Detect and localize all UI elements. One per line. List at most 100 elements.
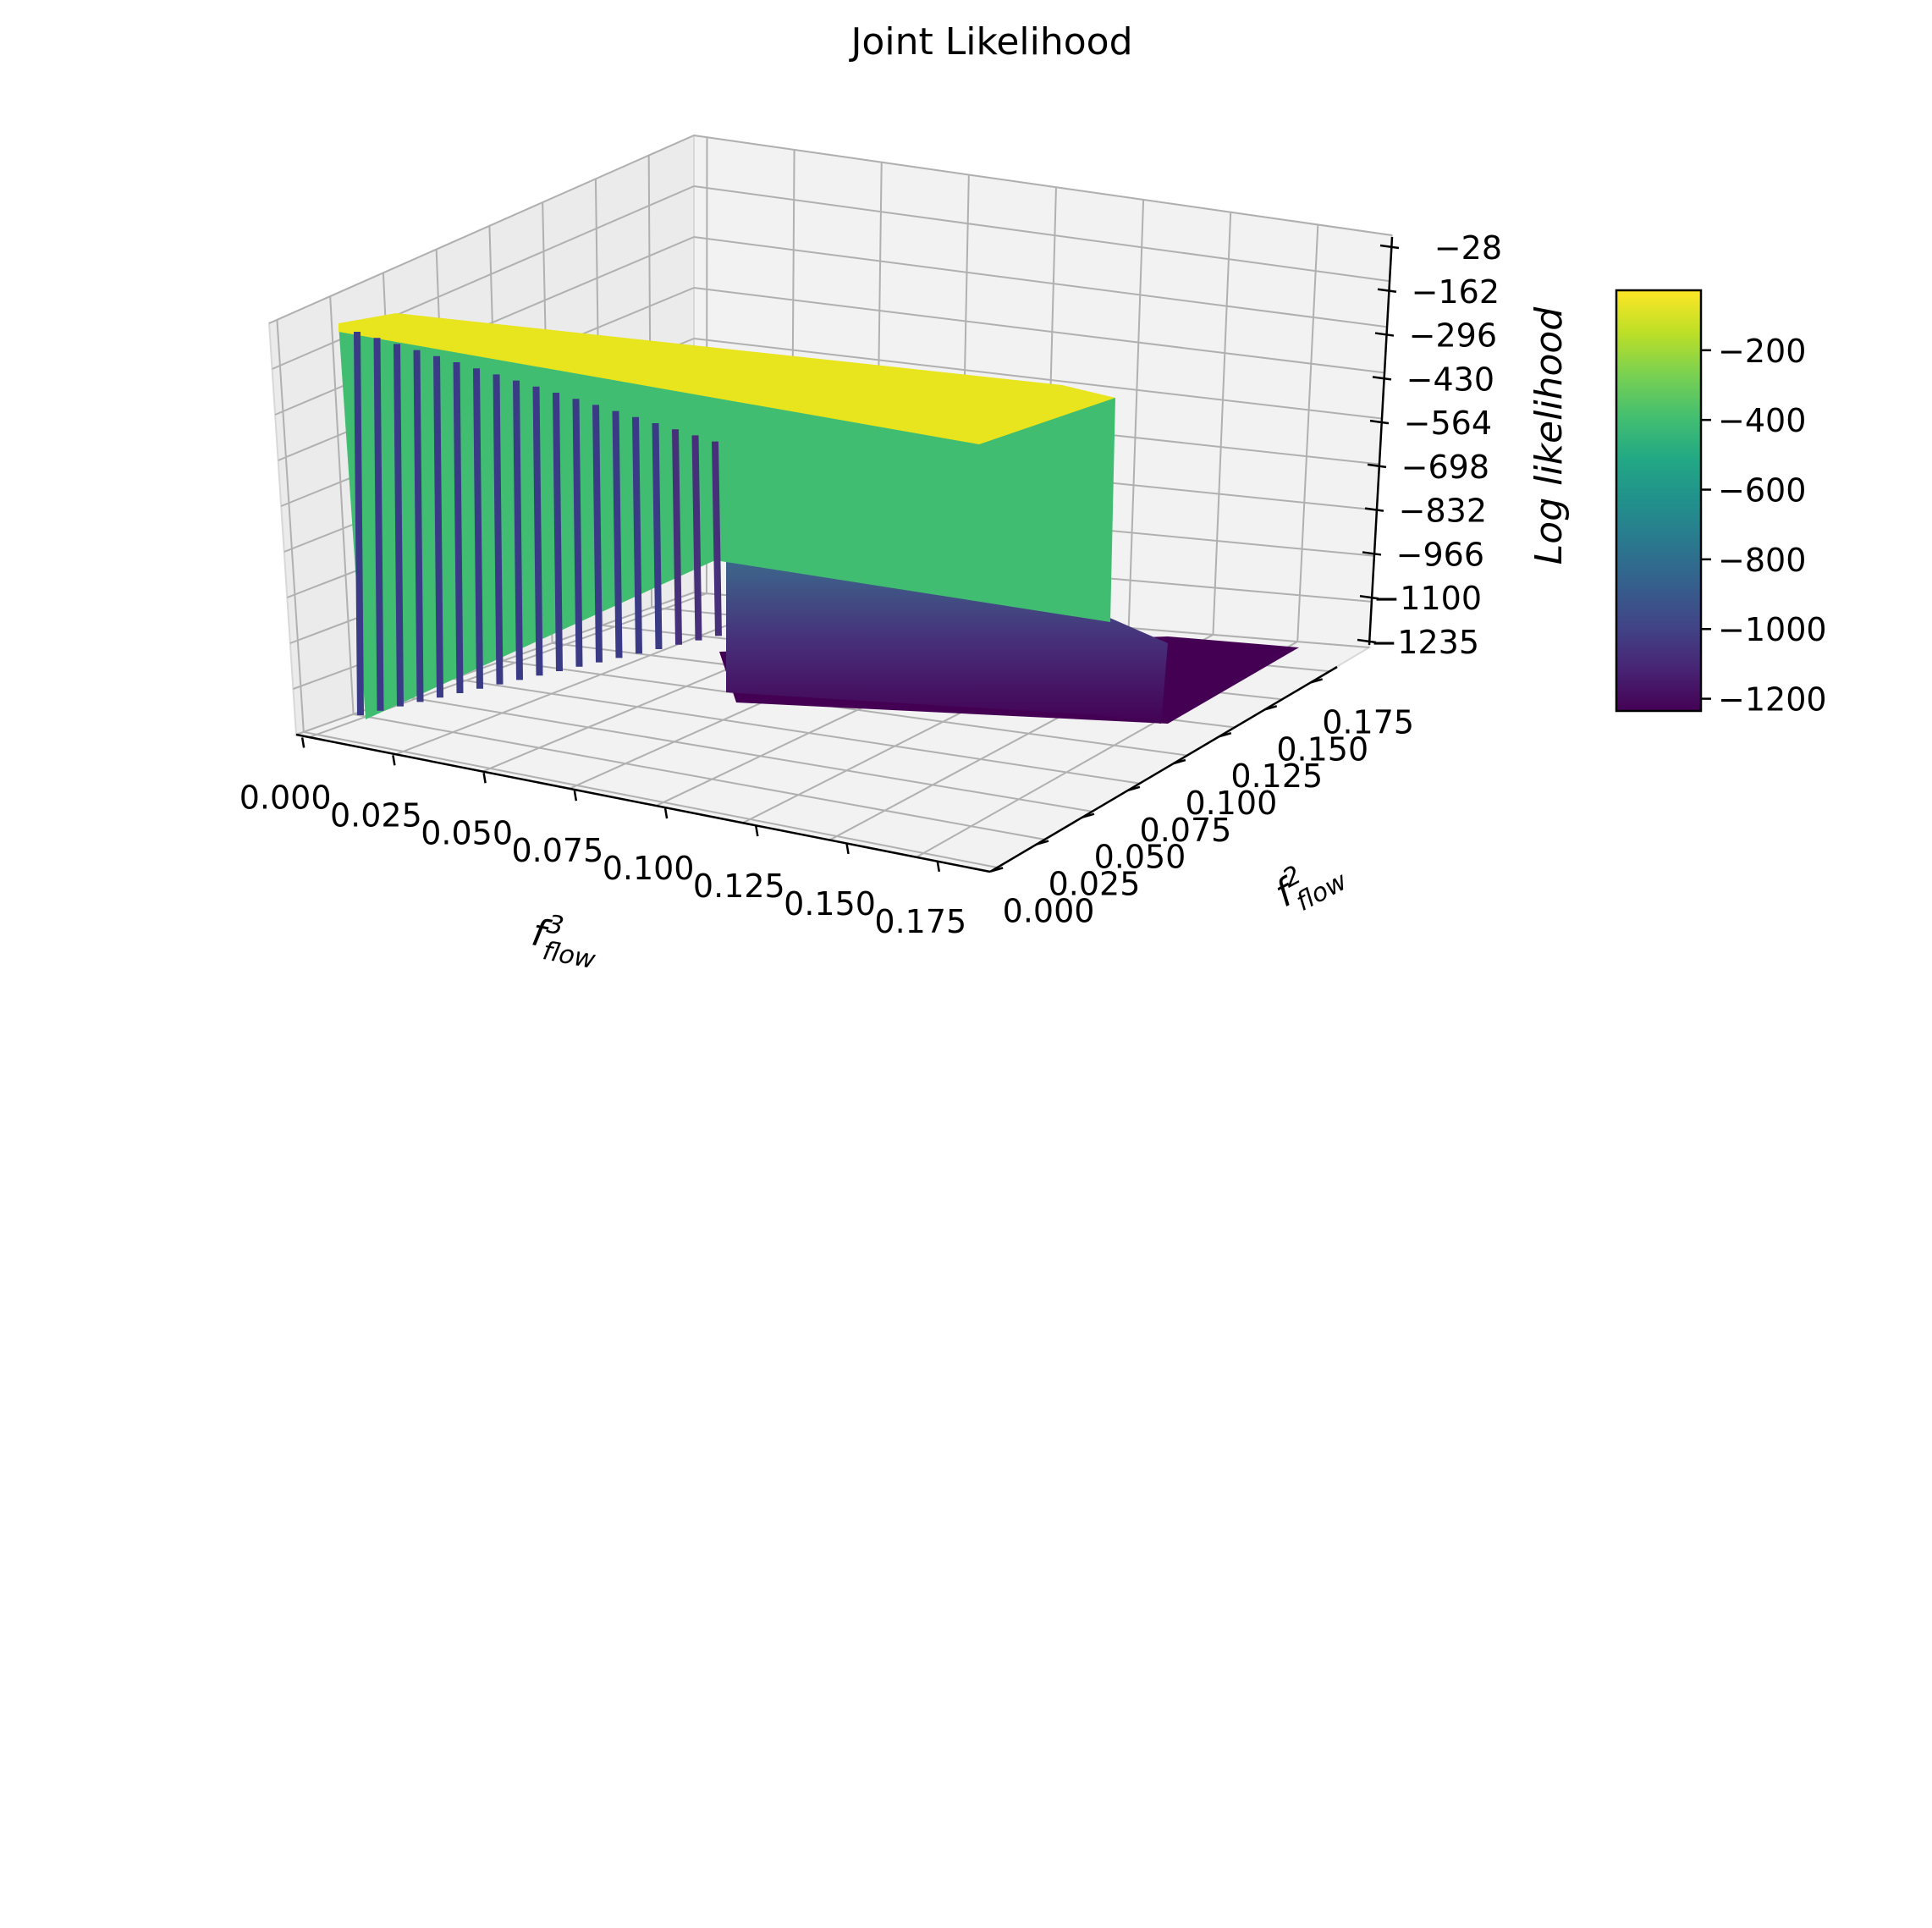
wall-rib: [493, 374, 504, 685]
y-label-sub: flow: [1291, 867, 1352, 917]
z-tick-label: −698: [1401, 449, 1489, 486]
colorbar-tick-label: −600: [1718, 472, 1806, 510]
wall-rib: [532, 386, 543, 676]
y-tick-mark: [1173, 758, 1186, 765]
grid-line: [329, 296, 355, 714]
y-tick-label: 0.075: [1140, 812, 1232, 849]
grid-line: [395, 599, 792, 756]
z-tick-labels: −28 −162 −296 −430 −564 −698 −832 −966 −1100 −123…: [1357, 229, 1502, 661]
wall-rib: [453, 362, 464, 693]
y-tick-label: 0.025: [1049, 866, 1141, 903]
grid-line: [693, 135, 1393, 236]
wall-rib: [433, 355, 443, 698]
wall-rib: [612, 410, 623, 658]
z-axis-line: [1368, 236, 1394, 646]
x-axis-line: [295, 733, 991, 873]
grid-line: [1212, 212, 1232, 636]
x-tick-label: 0.125: [693, 868, 785, 905]
z-tick-label: −28: [1434, 229, 1502, 267]
grid-line: [693, 185, 1390, 283]
wall-ribs: [354, 332, 722, 715]
grid-line: [1127, 199, 1145, 628]
wall-rib: [553, 393, 563, 671]
wall-rib: [632, 416, 642, 654]
y-tick-label: 0.050: [1094, 839, 1186, 876]
colorbar: −200 −400 −600 −800 −1000 −1200: [1615, 289, 1827, 719]
wall-rib: [592, 405, 603, 663]
z-tick-label: −966: [1396, 536, 1484, 573]
grid-line: [268, 135, 695, 324]
z-tick-label: −564: [1404, 405, 1492, 442]
z-tick-mark: [1367, 463, 1387, 469]
y-axis-line: [989, 665, 1338, 873]
y-tick-label: 0.000: [1003, 892, 1095, 929]
x-tick-label: 0.025: [330, 796, 422, 834]
y-tick-label: 0.150: [1276, 730, 1368, 768]
y-tick-mark: [990, 867, 1004, 873]
z-tick-mark: [1357, 638, 1377, 644]
z-tick-label: −430: [1406, 361, 1494, 398]
colorbar-tick-label: −200: [1718, 333, 1806, 370]
y-tick-mark: [1127, 785, 1141, 792]
x-tick-mark: [845, 843, 850, 855]
x-tick-mark: [392, 755, 396, 766]
y-tick-mark: [1264, 705, 1278, 711]
z-tick-mark: [1359, 594, 1379, 600]
z-tick-mark: [1364, 507, 1384, 512]
x-tick-mark: [300, 737, 305, 748]
wall-rib: [652, 423, 663, 649]
chart-title: Joint Likelihood: [848, 20, 1132, 63]
wall-rib: [373, 338, 384, 711]
y-tick-mark: [1036, 840, 1049, 846]
wall-rib: [572, 399, 583, 667]
z-tick-mark: [1372, 376, 1392, 381]
colorbar-tick-label: −1000: [1718, 611, 1827, 648]
x-tick-label: 0.175: [874, 903, 966, 940]
wall-rib: [513, 380, 523, 680]
x-tick-label: 0.150: [784, 885, 876, 923]
y-tick-mark: [1310, 678, 1324, 684]
grid-line: [693, 287, 1385, 374]
x-axis-label: f3flow: [526, 907, 603, 976]
z-tick-mark: [1369, 419, 1390, 425]
x-tick-label: 0.075: [511, 832, 603, 869]
svg-text:f2flow: f2flow: [1266, 842, 1351, 923]
wall-rib: [672, 429, 682, 645]
grid-line: [502, 659, 1187, 757]
likelihood-surface: [339, 313, 1299, 724]
x-tick-mark: [663, 807, 669, 819]
x-tick-label: 0.000: [239, 779, 332, 816]
axis-lines: [295, 236, 1394, 873]
wall-rib: [473, 368, 483, 689]
z-tick-label: −832: [1399, 493, 1487, 530]
y-tick-label: 0.100: [1185, 785, 1277, 822]
wall-rib: [413, 350, 424, 702]
y-tick-label: 0.175: [1322, 703, 1414, 741]
grid-line: [403, 695, 1093, 813]
colorbar-tick-label: −400: [1718, 402, 1806, 439]
colorbar-gradient: [1615, 289, 1703, 713]
z-tick-mark: [1377, 288, 1397, 294]
x-tick-mark: [573, 790, 578, 801]
slope-surface: [726, 557, 1168, 724]
y-tick-label: 0.125: [1230, 757, 1323, 795]
colorbar-tick-label: −800: [1718, 542, 1806, 579]
colorbar-ticks: −200 −400 −600 −800 −1000 −1200: [1701, 333, 1827, 719]
x-tick-mark: [755, 825, 759, 837]
grid-line: [1296, 224, 1319, 642]
z-axis-label: Log likelihood: [1527, 306, 1571, 565]
x-tick-mark: [482, 773, 487, 784]
grid-line: [452, 677, 1140, 785]
y-tick-mark: [1082, 813, 1095, 818]
wall-rib: [712, 441, 722, 636]
wall-rib: [394, 344, 404, 707]
z-tick-label: −1235: [1370, 624, 1479, 661]
grid-line: [693, 338, 1383, 420]
svg-text:f3flow: f3flow: [526, 907, 603, 976]
x-tick-label: 0.100: [603, 850, 695, 887]
z-tick-label: −296: [1409, 317, 1497, 355]
z-tick-mark: [1374, 332, 1395, 337]
grid-line: [353, 713, 1045, 840]
